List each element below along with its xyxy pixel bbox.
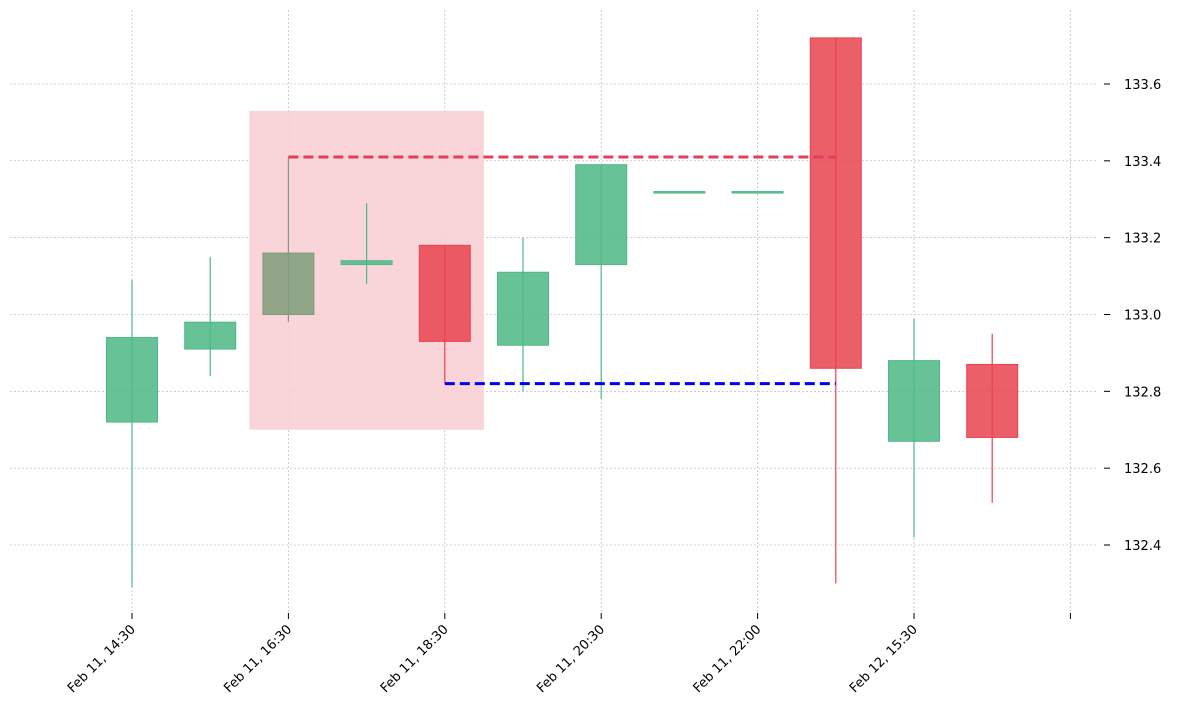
candle-body [888,360,940,442]
y-tick-label: 133.4 [1124,155,1161,170]
x-tick-label: Feb 11, 18:30 [378,622,452,696]
candle-body [575,164,628,266]
candle-body [262,252,315,316]
y-tick-label: 133.6 [1124,78,1161,93]
x-tick-label: Feb 11, 16:30 [221,622,295,696]
candle-body [653,191,706,194]
grid-lines [10,10,1098,612]
x-tick-label: Feb 11, 20:30 [534,622,608,696]
y-tick-label: 132.8 [1124,385,1161,400]
candle-body [497,271,549,346]
y-tick-label: 132.6 [1124,462,1161,477]
x-tick-label: Feb 12, 15:30 [847,622,921,696]
x-tick-label: Feb 11, 22:00 [691,622,765,696]
candle-body [106,337,158,423]
candle-body [966,363,1019,438]
y-tick-label: 132.4 [1124,539,1161,554]
candle-body [809,37,862,369]
y-tick-label: 133.0 [1124,309,1161,324]
y-tick-label: 133.2 [1124,232,1161,247]
candle-body [731,191,784,194]
level-lines [288,155,836,386]
x-tick-label: Feb 11, 14:30 [65,622,139,696]
candle-body [184,321,237,350]
candle-body [340,260,393,266]
candles [106,37,1019,588]
candle-body [418,244,471,342]
